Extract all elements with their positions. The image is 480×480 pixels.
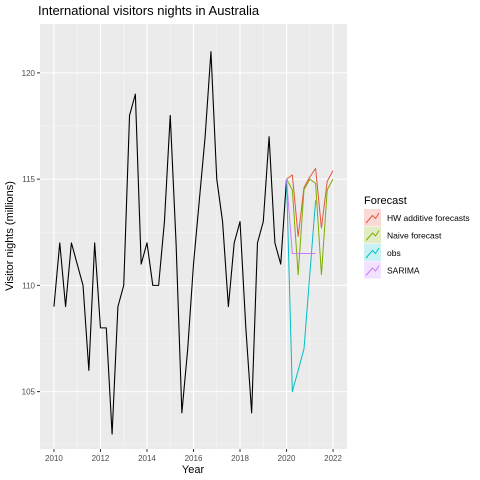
series-line-sarima (286, 179, 316, 254)
x-tick-label: 2014 (138, 454, 156, 463)
y-tick-label: 110 (22, 281, 35, 290)
legend-key-fill (364, 244, 381, 261)
legend-key-line (365, 212, 380, 224)
legend-key-fill (364, 261, 381, 279)
y-tick-label: 115 (22, 175, 35, 184)
series-line-naive-forecast (286, 178, 334, 276)
x-tick-label: 2020 (278, 454, 296, 463)
x-tick-label: 2010 (45, 454, 63, 463)
y-axis-label: Visitor nights (millions) (4, 181, 16, 291)
chart-title: International visitors nights in Austral… (38, 3, 260, 18)
legend-key (364, 261, 381, 279)
legend-key-line (365, 265, 380, 276)
legend-key (364, 209, 381, 226)
series-line-obs (286, 179, 317, 393)
series-lines (53, 51, 334, 435)
legend-title: Forecast (364, 195, 407, 207)
legend-label: Naive forecast (387, 231, 442, 241)
x-tick-label: 2016 (185, 454, 203, 463)
legend-key (364, 244, 381, 261)
legend-label: obs (387, 248, 401, 258)
x-axis-label: Year (182, 464, 205, 476)
grid-lines (40, 24, 347, 449)
legend-key (364, 226, 381, 244)
x-tick-label: 2012 (92, 454, 110, 463)
legend-key-line (365, 247, 380, 259)
x-tick-label: 2022 (324, 454, 342, 463)
legend-key-fill (364, 226, 381, 244)
legend-key-fill (364, 209, 381, 226)
legend: Forecast HW additive forecasts Naive fore… (364, 195, 470, 279)
axes: 2010 2012 2014 2016 2018 2020 2022 105 110 115 120 (22, 69, 343, 463)
series-line-hw-additive-forecasts (286, 168, 334, 237)
series-line-history (53, 51, 288, 435)
x-tick-label: 2018 (231, 454, 249, 463)
y-tick-label: 120 (22, 69, 36, 78)
y-tick-label: 105 (22, 388, 36, 397)
legend-label: SARIMA (387, 266, 420, 276)
legend-key-line (365, 230, 380, 241)
legend-label: HW additive forecasts (387, 213, 470, 223)
